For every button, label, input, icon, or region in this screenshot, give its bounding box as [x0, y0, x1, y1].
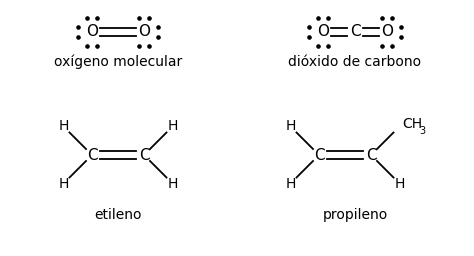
- Text: CH: CH: [402, 118, 423, 132]
- Text: H: H: [285, 120, 296, 133]
- Text: O: O: [381, 25, 393, 39]
- Text: propileno: propileno: [322, 208, 388, 222]
- Text: C: C: [87, 147, 97, 163]
- Text: H: H: [285, 176, 296, 190]
- Text: H: H: [167, 120, 178, 133]
- Text: C: C: [139, 147, 149, 163]
- Text: O: O: [317, 25, 329, 39]
- Text: O: O: [138, 25, 150, 39]
- Text: O: O: [86, 25, 98, 39]
- Text: etileno: etileno: [94, 208, 142, 222]
- Text: C: C: [350, 25, 360, 39]
- Text: dióxido de carbono: dióxido de carbono: [289, 55, 421, 69]
- Text: H: H: [167, 176, 178, 190]
- Text: C: C: [365, 147, 376, 163]
- Text: H: H: [58, 120, 69, 133]
- Text: H: H: [394, 176, 405, 190]
- Text: C: C: [314, 147, 324, 163]
- Text: H: H: [58, 176, 69, 190]
- Text: oxígeno molecular: oxígeno molecular: [54, 55, 182, 69]
- Text: 3: 3: [419, 125, 426, 135]
